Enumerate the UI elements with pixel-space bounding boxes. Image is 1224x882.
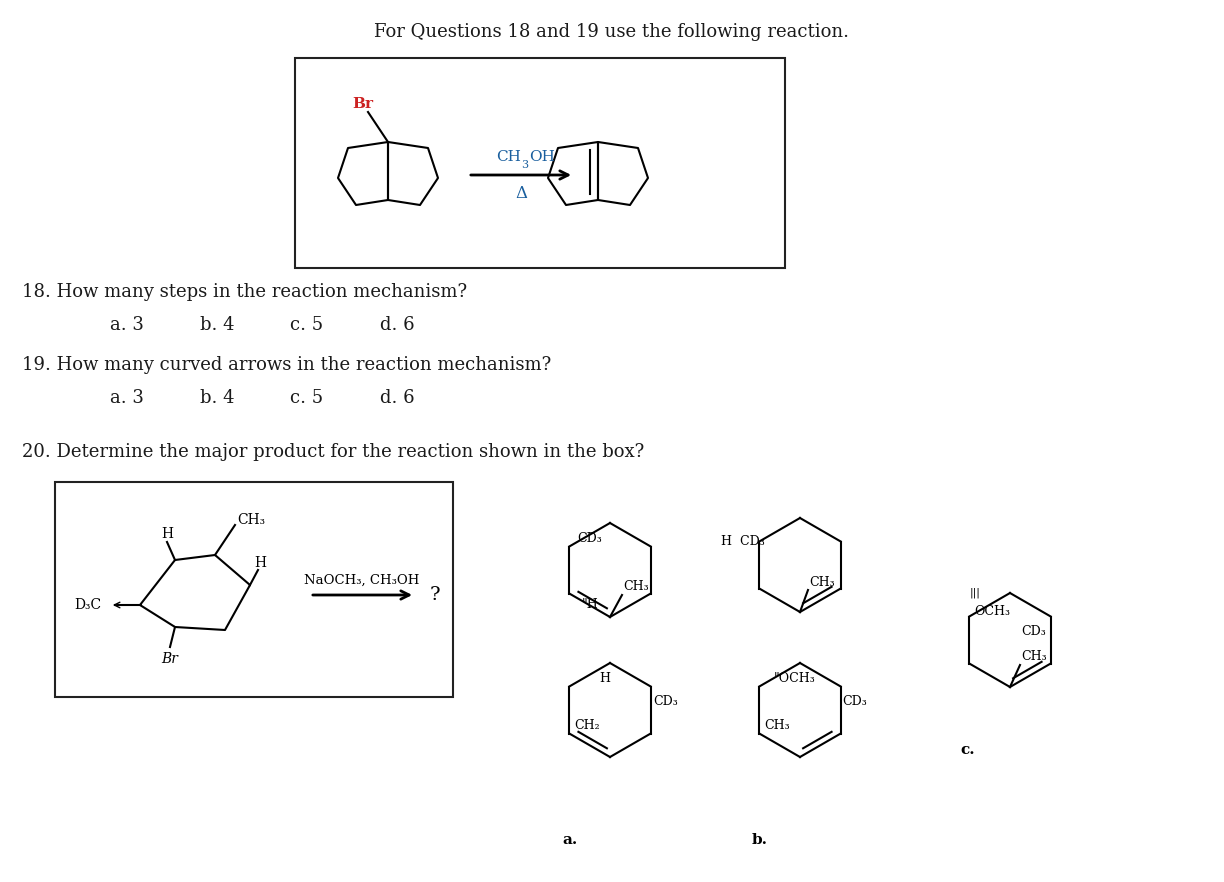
Text: OCH₃: OCH₃ bbox=[974, 605, 1010, 618]
Text: CH: CH bbox=[496, 150, 521, 164]
Text: Br: Br bbox=[353, 97, 373, 111]
Text: ?: ? bbox=[430, 586, 441, 604]
Text: b.: b. bbox=[752, 833, 767, 847]
Text: CD₃: CD₃ bbox=[842, 695, 868, 708]
Text: CH₃: CH₃ bbox=[237, 513, 266, 527]
Text: CD₃: CD₃ bbox=[578, 532, 602, 544]
Text: OH: OH bbox=[529, 150, 554, 164]
Text: "H: "H bbox=[581, 599, 599, 611]
Text: 18. How many steps in the reaction mechanism?: 18. How many steps in the reaction mecha… bbox=[22, 283, 468, 301]
Text: c. 5: c. 5 bbox=[290, 316, 323, 334]
Text: CH₂: CH₂ bbox=[574, 719, 600, 732]
Text: b. 4: b. 4 bbox=[200, 389, 235, 407]
Bar bbox=[55, 482, 453, 697]
Text: c. 5: c. 5 bbox=[290, 389, 323, 407]
Bar bbox=[295, 58, 785, 268]
Text: c.: c. bbox=[960, 743, 974, 757]
Text: a. 3: a. 3 bbox=[110, 389, 144, 407]
Text: CD₃: CD₃ bbox=[1021, 625, 1045, 638]
Text: 19. How many curved arrows in the reaction mechanism?: 19. How many curved arrows in the reacti… bbox=[22, 356, 551, 374]
Text: CH₃: CH₃ bbox=[764, 719, 789, 732]
Text: 20. Determine the major product for the reaction shown in the box?: 20. Determine the major product for the … bbox=[22, 443, 644, 461]
Text: For Questions 18 and 19 use the following reaction.: For Questions 18 and 19 use the followin… bbox=[375, 23, 849, 41]
Text: NaOCH₃, CH₃OH: NaOCH₃, CH₃OH bbox=[305, 573, 420, 587]
Text: D₃C: D₃C bbox=[75, 598, 102, 612]
Text: H  CD₃: H CD₃ bbox=[721, 535, 765, 548]
Text: |||: ||| bbox=[969, 587, 980, 598]
Text: d. 6: d. 6 bbox=[379, 316, 415, 334]
Text: b. 4: b. 4 bbox=[200, 316, 235, 334]
Text: H: H bbox=[162, 527, 173, 541]
Text: a.: a. bbox=[562, 833, 578, 847]
Text: H: H bbox=[600, 671, 611, 684]
Text: Δ: Δ bbox=[515, 185, 528, 203]
Text: CD₃: CD₃ bbox=[654, 695, 678, 708]
Text: 3: 3 bbox=[521, 160, 528, 170]
Text: "OCH₃: "OCH₃ bbox=[774, 671, 816, 684]
Text: H: H bbox=[255, 556, 266, 570]
Text: Br: Br bbox=[162, 652, 179, 666]
Text: a. 3: a. 3 bbox=[110, 316, 144, 334]
Text: CH₃: CH₃ bbox=[809, 575, 835, 588]
Text: CH₃: CH₃ bbox=[623, 580, 649, 594]
Text: d. 6: d. 6 bbox=[379, 389, 415, 407]
Text: CH₃: CH₃ bbox=[1021, 651, 1047, 663]
